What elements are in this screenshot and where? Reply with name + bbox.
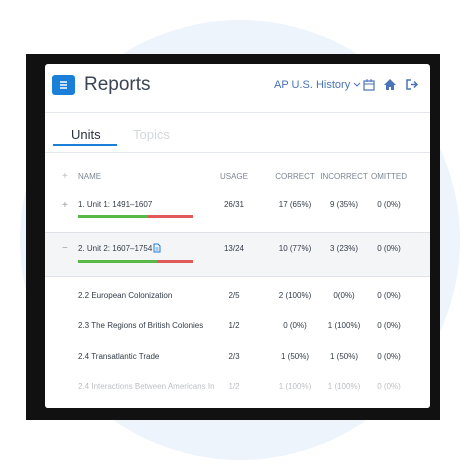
tab-active[interactable]: Units xyxy=(71,127,101,142)
row-name: 2.2 European Colonization xyxy=(78,291,173,300)
doc-icon[interactable] xyxy=(153,243,161,253)
table-cell: 2/5 xyxy=(228,291,240,300)
progress-correct xyxy=(78,260,157,263)
progress-incorrect xyxy=(148,215,193,218)
calendar-icon[interactable] xyxy=(363,79,375,91)
collapse-icon: − xyxy=(62,243,68,254)
course-select[interactable]: AP U.S. History xyxy=(274,79,361,91)
table-cell: 1 (50%) xyxy=(329,352,358,361)
menu-button[interactable] xyxy=(52,75,75,95)
table-cell: 1 (100%) xyxy=(327,321,361,330)
table-cell: 10 (77%) xyxy=(278,244,312,253)
table-cell: 1 (50%) xyxy=(280,352,309,361)
table-cell: 0 (0%) xyxy=(377,352,401,361)
expand-icon: + xyxy=(62,171,68,182)
divider xyxy=(45,152,430,153)
tab-area xyxy=(45,112,430,153)
row-name: 2. Unit 2: 1607–1754 xyxy=(78,244,153,253)
row-highlight xyxy=(45,232,430,277)
table-cell: 17 (65%) xyxy=(278,200,312,209)
chevron xyxy=(353,82,361,87)
table-cell: 0 (0%) xyxy=(377,321,401,330)
course-name: AP U.S. History xyxy=(274,79,351,91)
table-cell: 0(0%) xyxy=(333,291,355,300)
menu-icon xyxy=(60,81,67,89)
tab[interactable]: Topics xyxy=(133,127,170,142)
table-cell: 2/3 xyxy=(228,352,240,361)
column-header: USAGE xyxy=(219,172,248,181)
home-icon[interactable] xyxy=(383,78,397,91)
logout-icon[interactable] xyxy=(405,78,419,91)
column-header: OMITTED xyxy=(371,172,407,181)
tab-underline xyxy=(53,144,117,146)
column-header: NAME xyxy=(78,172,102,181)
table-cell: 1/2 xyxy=(228,321,240,330)
fade-overlay xyxy=(45,369,430,408)
row-name: 2.4 Transatlantic Trade xyxy=(78,352,160,361)
page-title: Reports xyxy=(84,74,151,95)
table-cell: 2 (100%) xyxy=(278,291,312,300)
column-header: CORRECT xyxy=(275,172,315,181)
table-cell: 0 (0%) xyxy=(377,200,401,209)
card: Reports AP U.S. History Units Topics + +… xyxy=(45,64,430,408)
table-cell: 26/31 xyxy=(223,200,245,209)
table-cell: 3 (23%) xyxy=(329,244,358,253)
expand-icon: + xyxy=(62,200,68,211)
table-cell: 0 (0%) xyxy=(283,321,307,330)
table-cell: 13/24 xyxy=(223,244,245,253)
row-name: 2.3 The Regions of British Colonies xyxy=(78,321,204,330)
progress-incorrect xyxy=(157,260,193,263)
column-header: INCORRECT xyxy=(320,172,368,181)
row-name: 1. Unit 1: 1491–1607 xyxy=(78,200,153,209)
table-cell: 0 (0%) xyxy=(377,244,401,253)
table-cell: 0 (0%) xyxy=(377,291,401,300)
table-cell: 9 (35%) xyxy=(329,200,358,209)
progress-correct xyxy=(78,215,148,218)
